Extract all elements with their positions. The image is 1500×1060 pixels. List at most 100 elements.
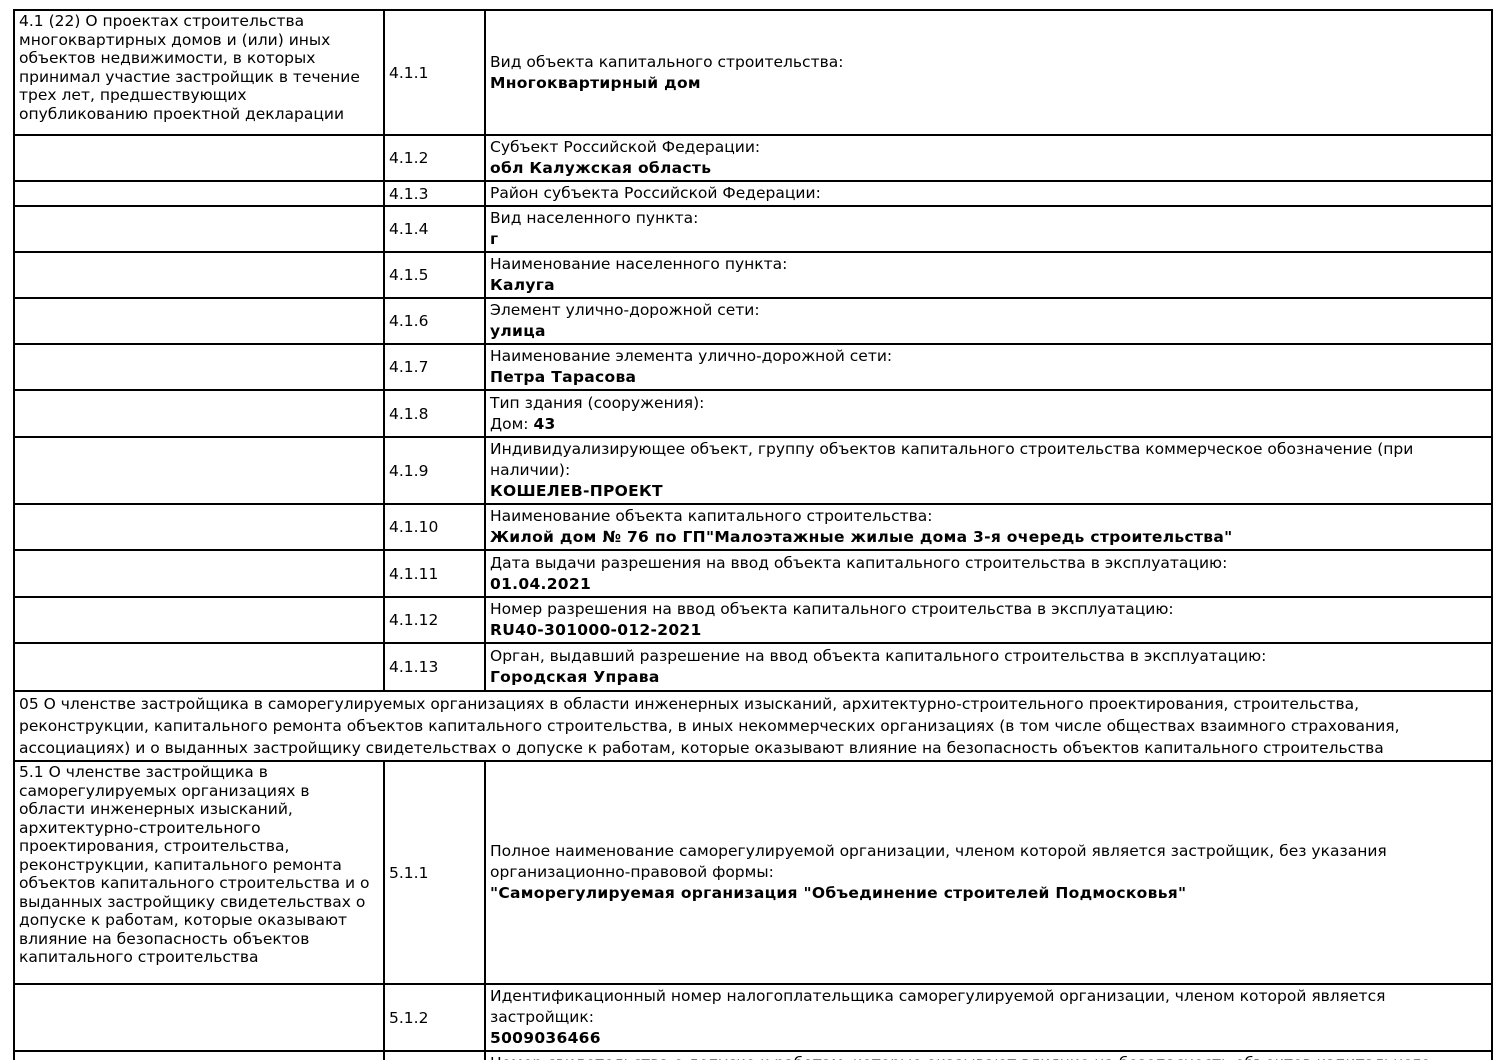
field-value: обл Калужская область xyxy=(490,159,712,177)
table-row: 4.1.7 Наименование элемента улично-дорож… xyxy=(13,343,1493,391)
content-cell: Вид населенного пункта: г xyxy=(484,205,1493,253)
field-value-line: улица xyxy=(490,321,1487,342)
field-label: Субъект Российской Федерации: xyxy=(490,138,761,156)
row-number-cell: 5.1.2 xyxy=(383,983,486,1052)
table-row: 4.1.6 Элемент улично-дорожной сети: улиц… xyxy=(13,297,1493,345)
field-value-line: г xyxy=(490,229,1487,250)
row-number-cell: 4.1.7 xyxy=(383,343,486,391)
field-value-prefix: Дом: xyxy=(490,414,534,433)
description-cell xyxy=(13,642,385,692)
section-header: 05 О членстве застройщика в саморегулиру… xyxy=(13,690,1493,762)
field-value: 5009036466 xyxy=(490,1029,601,1047)
row-number-cell: 4.1.8 xyxy=(383,389,486,438)
field-label: Наименование объекта капитального строит… xyxy=(490,507,933,525)
content-cell: Полное наименование саморегулируемой орг… xyxy=(484,760,1493,985)
description-cell xyxy=(13,389,385,438)
field-label: Вид объекта капитального строительства: xyxy=(490,52,844,71)
description-cell xyxy=(13,549,385,598)
table-row: 4.1.12 Номер разрешения на ввод объекта … xyxy=(13,596,1493,644)
row-number: 4.1.3 xyxy=(389,184,429,203)
field-label: Номер разрешения на ввод объекта капитал… xyxy=(490,600,1174,618)
description-cell: 5.1 О членстве застройщика в саморегулир… xyxy=(13,760,385,985)
field-label: Наименование элемента улично-дорожной се… xyxy=(490,347,893,365)
row-number-cell: 4.1.11 xyxy=(383,549,486,598)
row-number: 4.1.13 xyxy=(389,658,439,676)
declaration-table: 4.1 (22) О проектах строительства многок… xyxy=(13,9,1493,1060)
table-row: 4.1.10 Наименование объекта капитального… xyxy=(13,503,1493,551)
table-row: 4.1.11 Дата выдачи разрешения на ввод об… xyxy=(13,549,1493,598)
row-number: 4.1.1 xyxy=(389,63,429,82)
table-row: 4.1.13 Орган, выдавший разрешение на вво… xyxy=(13,642,1493,692)
row-number: 4.1.9 xyxy=(389,461,429,480)
table-row: 4.1 (22) О проектах строительства многок… xyxy=(13,9,1493,136)
field-value-line: КОШЕЛЕВ-ПРОЕКТ xyxy=(490,481,1487,502)
section-description: 4.1 (22) О проектах строительства многок… xyxy=(19,12,360,123)
row-number: 4.1.12 xyxy=(389,611,439,629)
row-number-cell: 5.1.3 xyxy=(383,1050,486,1060)
row-number-cell: 4.1.10 xyxy=(383,503,486,551)
field-value: RU40-301000-012-2021 xyxy=(490,621,702,639)
content-cell: Номер свидетельства о допуске к работам,… xyxy=(484,1050,1493,1060)
content-cell: Район субъекта Российской Федерации: xyxy=(484,180,1493,207)
field-value: КОШЕЛЕВ-ПРОЕКТ xyxy=(490,482,663,500)
row-number: 5.1.1 xyxy=(389,863,429,882)
field-label: Дата выдачи разрешения на ввод объекта к… xyxy=(490,553,1228,572)
description-cell xyxy=(13,297,385,345)
row-number-cell: 4.1.9 xyxy=(383,436,486,505)
field-value-line: "Саморегулируемая организация "Объединен… xyxy=(490,883,1487,904)
field-label: Орган, выдавший разрешение на ввод объек… xyxy=(490,647,1267,665)
row-number: 4.1.7 xyxy=(389,358,429,376)
field-value-line: обл Калужская область xyxy=(490,158,1487,179)
field-value: 43 xyxy=(533,414,556,433)
field-value-line: 01.04.2021 xyxy=(490,574,1487,595)
field-label: Элемент улично-дорожной сети: xyxy=(490,301,760,319)
description-cell xyxy=(13,596,385,644)
field-value-line: Жилой дом № 76 по ГП"Малоэтажные жилые д… xyxy=(490,527,1487,548)
content-cell: Наименование элемента улично-дорожной се… xyxy=(484,343,1493,391)
row-number: 4.1.10 xyxy=(389,518,439,536)
field-label: Индивидуализирующее объект, группу объек… xyxy=(490,440,1414,479)
content-cell: Идентификационный номер налогоплательщик… xyxy=(484,983,1493,1052)
content-cell: Номер разрешения на ввод объекта капитал… xyxy=(484,596,1493,644)
table-row: 5.1 О членстве застройщика в саморегулир… xyxy=(13,760,1493,985)
description-cell xyxy=(13,343,385,391)
row-number: 4.1.8 xyxy=(389,404,429,423)
row-number: 4.1.11 xyxy=(389,564,439,583)
table-row: 4.1.3 Район субъекта Российской Федераци… xyxy=(13,180,1493,207)
description-cell xyxy=(13,205,385,253)
field-label: Район субъекта Российской Федерации: xyxy=(490,184,821,202)
table-row: 4.1.8 Тип здания (сооружения): Дом: 43 xyxy=(13,389,1493,438)
row-number-cell: 4.1.2 xyxy=(383,134,486,182)
row-number-cell: 4.1.12 xyxy=(383,596,486,644)
table-row: 4.1.4 Вид населенного пункта: г xyxy=(13,205,1493,253)
field-label: Идентификационный номер налогоплательщик… xyxy=(490,987,1386,1026)
field-value: "Саморегулируемая организация "Объединен… xyxy=(490,884,1187,902)
field-label: Наименование населенного пункта: xyxy=(490,255,788,273)
description-cell xyxy=(13,503,385,551)
section-header-row: 05 О членстве застройщика в саморегулиру… xyxy=(13,690,1493,762)
field-value: Многоквартирный дом xyxy=(490,73,701,92)
table-row: 5.1.2 Идентификационный номер налогоплат… xyxy=(13,983,1493,1052)
field-value: улица xyxy=(490,322,546,340)
content-cell: Наименование населенного пункта: Калуга xyxy=(484,251,1493,299)
section-description: 5.1 О членстве застройщика в саморегулир… xyxy=(19,763,370,966)
description-cell xyxy=(13,1050,385,1060)
description-cell xyxy=(13,436,385,505)
field-value: Городская Управа xyxy=(490,668,660,686)
content-cell: Дата выдачи разрешения на ввод объекта к… xyxy=(484,549,1493,598)
field-value-line: RU40-301000-012-2021 xyxy=(490,620,1487,641)
content-cell: Тип здания (сооружения): Дом: 43 xyxy=(484,389,1493,438)
content-cell: Вид объекта капитального строительства: … xyxy=(484,9,1493,136)
content-cell: Элемент улично-дорожной сети: улица xyxy=(484,297,1493,345)
field-value: г xyxy=(490,230,499,248)
description-cell: 4.1 (22) О проектах строительства многок… xyxy=(13,9,385,136)
row-number: 5.1.2 xyxy=(389,1008,429,1027)
row-number: 4.1.2 xyxy=(389,149,429,167)
row-number-cell: 4.1.3 xyxy=(383,180,486,207)
row-number: 4.1.5 xyxy=(389,266,429,284)
content-cell: Индивидуализирующее объект, группу объек… xyxy=(484,436,1493,505)
row-number-cell: 4.1.5 xyxy=(383,251,486,299)
row-number-cell: 5.1.1 xyxy=(383,760,486,985)
field-value-line: Многоквартирный дом xyxy=(490,73,1487,94)
field-value-line: 5009036466 xyxy=(490,1028,1487,1049)
